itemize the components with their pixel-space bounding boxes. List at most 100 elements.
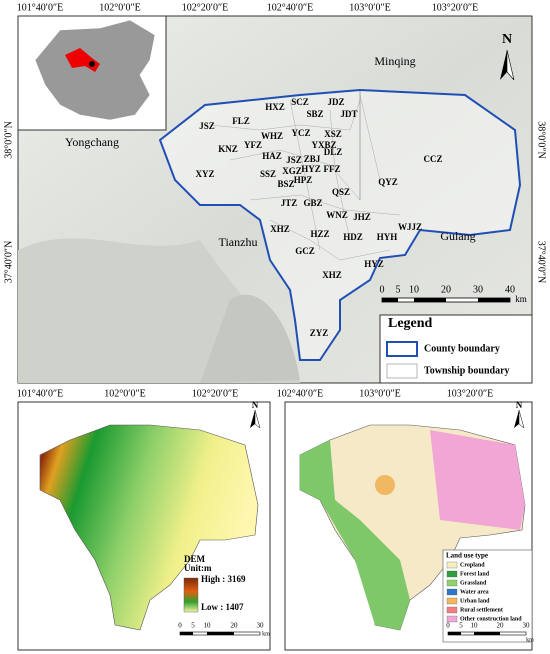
township-label: JDT xyxy=(340,109,357,119)
legend-title: Land use type xyxy=(446,552,488,560)
legend-swatch xyxy=(446,579,458,587)
north-arrow xyxy=(514,410,519,428)
township-label: DLZ xyxy=(324,147,343,157)
legend-high: High : 3169 xyxy=(201,574,246,584)
scale-label: 40 xyxy=(505,284,515,295)
north-arrow xyxy=(506,49,515,81)
township-label: FFZ xyxy=(324,164,341,174)
legend-swatch xyxy=(446,561,458,569)
township-label: QSZ xyxy=(332,187,350,197)
legend-title: Legend xyxy=(388,316,433,331)
scale-bar xyxy=(447,631,527,636)
township-label: WNZ xyxy=(326,210,348,220)
township-label: HZZ xyxy=(310,229,329,239)
township-label: HYZ xyxy=(364,259,384,269)
longitude-label: 102°20′0″E xyxy=(182,2,228,13)
township-label: YFZ xyxy=(244,140,262,150)
township-label: XSZ xyxy=(324,129,342,139)
scale-label: 10 xyxy=(471,622,479,630)
north-label: N xyxy=(252,400,259,410)
county-boundary xyxy=(158,88,522,361)
legend-title: DEM xyxy=(184,554,206,564)
latitude-label: 38°0′0″N xyxy=(3,121,14,159)
latitude-label: 38°0′0″N xyxy=(536,121,547,159)
scale-unit: km xyxy=(262,631,270,637)
dem-surface xyxy=(39,424,259,631)
north-label: N xyxy=(516,400,523,410)
legend-item: Forest land xyxy=(460,571,490,577)
scale-label: 20 xyxy=(231,622,239,630)
scale-label: 10 xyxy=(204,622,212,630)
township-label: SSZ xyxy=(260,169,276,179)
longitude-label: 102°20′0″E xyxy=(192,388,238,399)
terrain xyxy=(200,294,300,383)
township-label: HAZ xyxy=(262,151,282,161)
landuse-urban xyxy=(375,475,395,495)
township-label: YCZ xyxy=(291,128,310,138)
township-label: CCZ xyxy=(423,154,442,164)
scale-unit: km xyxy=(526,637,534,643)
township-label: JTZ xyxy=(281,198,298,208)
landuse-legend-box xyxy=(442,549,533,643)
latitude-label: 37°40′0″N xyxy=(536,241,547,284)
study-area-marker xyxy=(89,61,95,67)
township-label: ZBJ xyxy=(304,154,321,164)
scale-label: 5 xyxy=(459,622,463,630)
township-label: XHZ xyxy=(270,224,290,234)
legend-swatch xyxy=(446,570,458,578)
legend-swatch xyxy=(446,606,458,614)
township-label: GCZ xyxy=(295,246,315,256)
place-name: Tianzhu xyxy=(219,235,258,249)
legend-item: County boundary xyxy=(424,343,500,354)
township-label: QYZ xyxy=(378,177,398,187)
legend-item: Township boundary xyxy=(424,365,510,376)
legend-swatch xyxy=(446,597,458,605)
scale-label: 0 xyxy=(178,622,182,630)
scale-label: 20 xyxy=(497,622,505,630)
legend-item: Rural settlement xyxy=(460,607,503,613)
township-label: HPZ xyxy=(294,175,313,185)
place-name: Minqing xyxy=(374,54,415,68)
longitude-label: 102°0′0″E xyxy=(99,2,140,13)
longitude-label: 101°40′0″E xyxy=(17,388,63,399)
legend-unit: Unit:m xyxy=(184,563,212,573)
township-label: XHZ xyxy=(322,270,342,280)
landuse-other-construction xyxy=(430,430,525,530)
north-arrow xyxy=(254,409,261,429)
township-label: SBZ xyxy=(306,109,323,119)
township-label: JSZ xyxy=(199,121,215,131)
township-boundaries xyxy=(209,94,401,261)
township-label: HXZ xyxy=(265,102,285,112)
scale-label: 0 xyxy=(446,622,450,630)
legend-county-swatch xyxy=(386,341,418,357)
township-label: BSZ xyxy=(277,179,294,189)
legend-box xyxy=(379,314,533,384)
legend-item: Grassland xyxy=(460,580,487,586)
place-name: Gulang xyxy=(440,229,475,243)
township-label: GBZ xyxy=(303,198,322,208)
landuse-grassland xyxy=(300,440,410,630)
scale-label: 5 xyxy=(191,622,195,630)
township-label: YXBZ xyxy=(311,140,336,150)
north-arrow xyxy=(518,409,525,429)
longitude-label: 103°20′0″E xyxy=(432,2,478,13)
scale-unit: km xyxy=(515,294,527,304)
township-label: FLZ xyxy=(232,116,250,126)
scale-label: 5 xyxy=(396,284,401,295)
township-label: WJJZ xyxy=(398,222,422,232)
longitude-label: 102°40′0″E xyxy=(277,388,323,399)
legend-township-swatch xyxy=(386,363,418,379)
scale-label: 30 xyxy=(523,622,531,630)
township-label: HDZ xyxy=(343,232,363,242)
legend-low: Low : 1407 xyxy=(201,602,244,612)
legend-item: Cropland xyxy=(460,562,485,568)
scale-bar xyxy=(381,297,511,303)
longitude-label: 102°40′0″E xyxy=(267,2,313,13)
north-arrow xyxy=(500,50,507,80)
place-name: Yongchang xyxy=(65,135,119,149)
township-label: ZYZ xyxy=(310,328,329,338)
township-label: XYZ xyxy=(195,169,214,179)
legend-item: Other construction land xyxy=(460,616,522,622)
scale-label: 20 xyxy=(441,284,451,295)
